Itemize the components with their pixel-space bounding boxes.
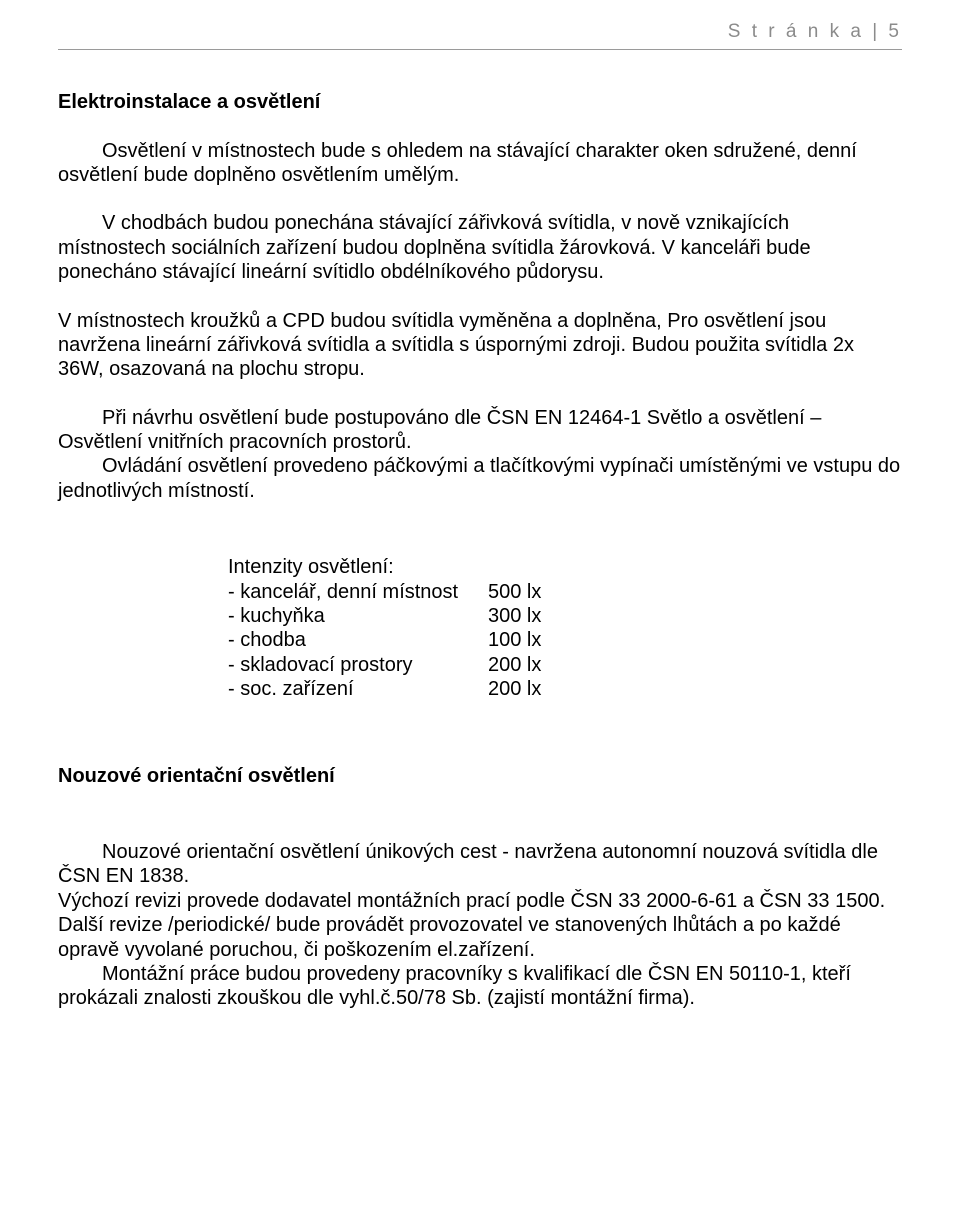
page-header: S t r á n k a | 5 xyxy=(58,20,902,43)
header-divider xyxy=(58,49,902,50)
intensity-row: - kancelář, denní místnost 500 lx xyxy=(228,580,902,604)
paragraph: Při návrhu osvětlení bude postupováno dl… xyxy=(58,406,902,504)
intensity-row: - skladovací prostory 200 lx xyxy=(228,653,902,677)
intensity-value: 200 lx xyxy=(488,677,541,701)
paragraph: Výchozí revizi provede dodavatel montážn… xyxy=(58,889,902,962)
intensity-value: 200 lx xyxy=(488,653,541,677)
intensity-row: - soc. zařízení 200 lx xyxy=(228,677,902,701)
paragraph-text: Osvětlení v místnostech bude s ohledem n… xyxy=(58,139,902,188)
intensity-name: - kancelář, denní místnost xyxy=(228,580,488,604)
paragraph: Nouzové orientační osvětlení únikových c… xyxy=(58,840,902,889)
intensity-name: - skladovací prostory xyxy=(228,653,488,677)
paragraph: V místnostech kroužků a CPD budou svítid… xyxy=(58,309,902,382)
section-title-emergency: Nouzové orientační osvětlení xyxy=(58,764,902,788)
intensity-name: - chodba xyxy=(228,628,488,652)
paragraph-text: Výchozí revizi provede dodavatel montážn… xyxy=(58,890,885,961)
paragraph: Osvětlení v místnostech bude s ohledem n… xyxy=(58,139,902,188)
paragraph-text: Montážní práce budou provedeny pracovník… xyxy=(58,962,902,1011)
intensity-value: 300 lx xyxy=(488,604,541,628)
paragraph: Montážní práce budou provedeny pracovník… xyxy=(58,962,902,1011)
paragraph-text: Ovládání osvětlení provedeno páčkovými a… xyxy=(58,454,902,503)
paragraph: V chodbách budou ponechána stávající zář… xyxy=(58,211,902,284)
intensity-row: - chodba 100 lx xyxy=(228,628,902,652)
intensity-row: - kuchyňka 300 lx xyxy=(228,604,902,628)
intensity-name: - kuchyňka xyxy=(228,604,488,628)
paragraph-text: V chodbách budou ponechána stávající zář… xyxy=(58,211,902,284)
intensity-label: Intenzity osvětlení: xyxy=(228,555,902,579)
paragraph-text: Nouzové orientační osvětlení únikových c… xyxy=(58,840,902,889)
paragraph-text: V místnostech kroužků a CPD budou svítid… xyxy=(58,310,854,381)
intensity-list: Intenzity osvětlení: - kancelář, denní m… xyxy=(228,555,902,701)
intensity-value: 100 lx xyxy=(488,628,541,652)
section-title-main: Elektroinstalace a osvětlení xyxy=(58,90,902,114)
paragraph-text: Při návrhu osvětlení bude postupováno dl… xyxy=(58,406,902,455)
intensity-name: - soc. zařízení xyxy=(228,677,488,701)
intensity-value: 500 lx xyxy=(488,580,541,604)
